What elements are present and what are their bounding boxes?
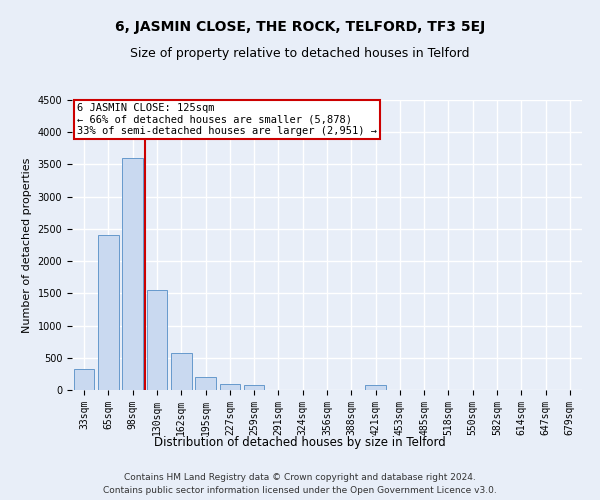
Text: 6 JASMIN CLOSE: 125sqm
← 66% of detached houses are smaller (5,878)
33% of semi-: 6 JASMIN CLOSE: 125sqm ← 66% of detached… <box>77 103 377 136</box>
Text: Size of property relative to detached houses in Telford: Size of property relative to detached ho… <box>130 48 470 60</box>
Bar <box>365 386 386 390</box>
Bar <box>122 158 143 390</box>
Y-axis label: Number of detached properties: Number of detached properties <box>22 158 32 332</box>
Bar <box>220 384 240 390</box>
Bar <box>98 236 119 390</box>
Text: Contains HM Land Registry data © Crown copyright and database right 2024.
Contai: Contains HM Land Registry data © Crown c… <box>103 473 497 495</box>
Bar <box>146 290 167 390</box>
Bar <box>74 368 94 390</box>
Text: Distribution of detached houses by size in Telford: Distribution of detached houses by size … <box>154 436 446 449</box>
Bar <box>171 352 191 390</box>
Text: 6, JASMIN CLOSE, THE ROCK, TELFORD, TF3 5EJ: 6, JASMIN CLOSE, THE ROCK, TELFORD, TF3 … <box>115 20 485 34</box>
Bar <box>244 386 265 390</box>
Bar <box>195 377 216 390</box>
